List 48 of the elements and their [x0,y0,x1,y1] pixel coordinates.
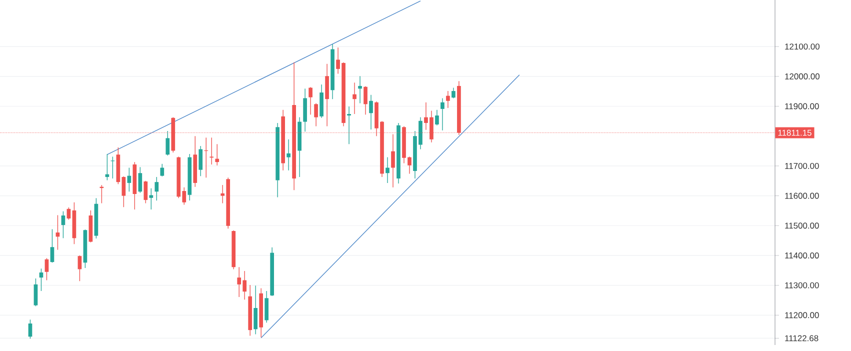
y-tick-label: 11500.00 [785,222,819,229]
candlestick [386,156,390,184]
y-tick-label: 11900.00 [785,103,819,110]
y-tick-label: 11300.00 [785,282,819,288]
candlestick [320,84,324,118]
ref-line-label: 11811.15 [778,130,812,136]
candlestick [215,144,220,166]
y-tick-label: 12100.00 [785,44,820,50]
candlestick [358,76,362,104]
candlestick [160,163,164,177]
candlestick [352,82,356,114]
candlestick [138,166,142,194]
candlestick [391,134,395,188]
candlestick [154,176,159,201]
candlestick [347,106,351,144]
candlestick [198,146,203,176]
candlestick [303,88,307,132]
candlestick [308,86,312,115]
candlestick [264,290,269,323]
candlestick [39,268,44,292]
candlestick [254,285,258,335]
candlestick [452,87,456,99]
candlestick [210,137,214,165]
candlestick [144,180,148,204]
y-tick-label: 11122.68 [785,335,818,342]
candlestick [61,210,66,239]
y-tick-label: 12000.00 [785,73,820,80]
candlestick [34,278,38,307]
candlestick [149,188,154,210]
candlestick [446,90,450,108]
candlestick [78,255,82,282]
candlestick [314,102,318,127]
candlestick [50,228,54,263]
y-tick-label: 11200.00 [785,312,819,318]
candlestick [44,258,49,281]
candlestick [325,64,329,127]
y-tick-label: 11600.00 [785,192,819,199]
candlestick [369,94,373,130]
y-tick-label: 11400.00 [785,252,819,258]
candlestick [364,86,368,115]
candlestick [166,130,170,156]
candlestick [66,207,71,220]
candlestick [127,167,132,192]
candlestick [28,319,32,340]
y-tick-label: 11700.00 [785,162,819,169]
candlestick [286,139,290,171]
candlestick [435,109,439,126]
candlestick [440,98,444,131]
